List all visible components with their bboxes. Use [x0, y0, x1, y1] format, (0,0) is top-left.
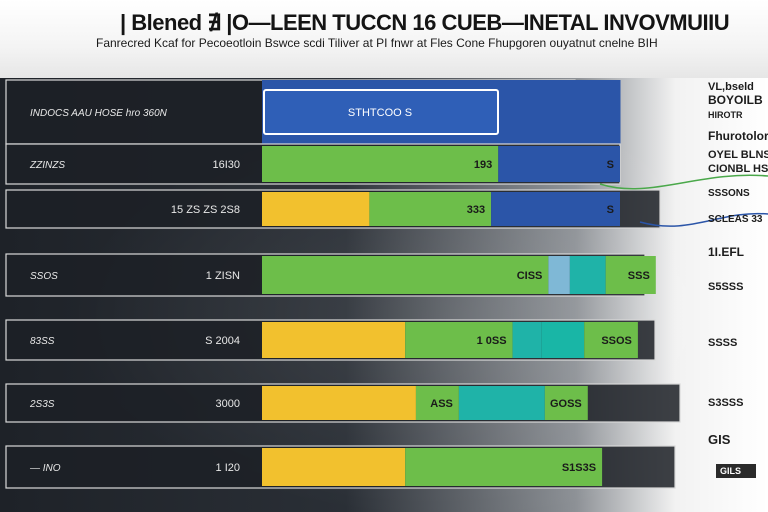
category-label: INDOCS AAU HOSE hro 360N — [30, 108, 168, 119]
segment-label: GOSS — [550, 398, 582, 410]
bar-segment — [458, 386, 545, 420]
bar-segment — [498, 146, 620, 182]
right-annotation-label: S5SSS — [708, 281, 743, 293]
bar-highlight-box — [263, 89, 499, 135]
row-value-label: 15 ZS ZS 2S8 — [171, 204, 240, 216]
bar-segment — [262, 322, 406, 358]
bar-segment — [262, 192, 370, 226]
segment-label: STHTCOO S — [348, 107, 412, 119]
right-label-box — [716, 464, 756, 478]
category-label: 83SS — [30, 336, 55, 347]
bar-segment — [569, 256, 606, 294]
segment-label: S1S3S — [562, 462, 596, 474]
right-annotation-label: 1I.EFL — [708, 245, 744, 259]
bar-segment — [262, 146, 499, 182]
segment-label: 1 0SS — [477, 335, 507, 347]
segment-label: S — [607, 204, 614, 216]
connector-line-green — [599, 174, 768, 190]
chart-subtitle: Fanrecred Kcaf for Pecoeotloin Bswce scd… — [96, 36, 658, 50]
connector-line-blue — [639, 212, 768, 227]
right-annotation-label: Fhurotolorn — [708, 129, 768, 143]
right-annotation-label: CIONBL HS — [708, 163, 768, 175]
bar-segment — [369, 192, 492, 226]
row-value-label: 1 ZISN — [206, 270, 240, 282]
right-annotation-label: OYEL BLNS — [708, 149, 768, 161]
bar-segment — [541, 322, 585, 358]
right-annotation-label: VL,bseld — [708, 81, 754, 93]
segment-label: ASS — [430, 398, 453, 410]
chart-title: | Blened ∄ |O—LEEN TUCCN 16 CUEB—INETAL … — [120, 10, 730, 35]
bar-segment — [405, 448, 603, 486]
right-annotation-label: SSSS — [708, 337, 737, 349]
right-annotation-label: GIS — [708, 432, 731, 447]
bar-segment — [415, 386, 459, 420]
segment-label: 333 — [467, 204, 485, 216]
bar-segment — [262, 448, 406, 486]
category-label: — INO — [29, 463, 61, 474]
right-annotation-label: GILS — [720, 466, 741, 476]
right-annotation-label: BOYOILB — [708, 93, 763, 107]
row-value-label: 16I30 — [212, 159, 240, 171]
bar-segment — [262, 256, 549, 294]
segment-label: S — [607, 159, 614, 171]
bar-segment — [548, 256, 570, 294]
bar-segment — [262, 386, 416, 420]
right-annotation-label: HIROTR — [708, 110, 743, 120]
segment-label: SSS — [628, 270, 650, 282]
right-annotation-label: S3SSS — [708, 397, 743, 409]
right-annotation-label: SSSONS — [708, 188, 750, 199]
segment-label: 193 — [474, 159, 492, 171]
row-value-label: S 2004 — [205, 335, 240, 347]
row-value-label: 3000 — [216, 398, 240, 410]
bar-segment — [512, 322, 542, 358]
category-label: ZZINZS — [29, 160, 65, 171]
segment-label: SSOS — [601, 335, 632, 347]
bar-segment — [491, 192, 620, 226]
bar-segment — [605, 256, 656, 294]
segment-label: CISS — [517, 270, 543, 282]
bar-segment — [405, 322, 513, 358]
category-label: 2S3S — [29, 399, 55, 410]
bar-segment — [544, 386, 588, 420]
right-annotation-label: SCLEAS 33 — [708, 214, 763, 225]
chart-header: | Blened ∄ |O—LEEN TUCCN 16 CUEB—INETAL … — [0, 0, 768, 78]
row-value-label: 1 I20 — [216, 462, 240, 474]
bar-segment — [584, 322, 638, 358]
category-label: SSOS — [30, 271, 58, 282]
